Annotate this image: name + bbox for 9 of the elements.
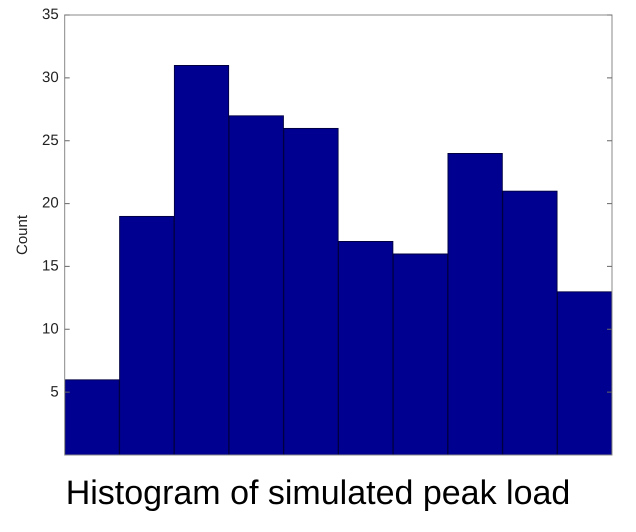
y-tick-label: 20 <box>42 194 59 212</box>
y-tick-label: 10 <box>42 320 59 338</box>
y-tick-label: 15 <box>42 258 59 275</box>
y-tick-label: 25 <box>42 132 59 149</box>
text: Histogram of simulated peak load <box>64 474 572 513</box>
y-tick-label: 35 <box>42 6 59 24</box>
y-axis-title: Count <box>14 214 32 256</box>
y-tick-label: 30 <box>42 69 59 86</box>
y-tick-label: 5 <box>50 383 59 400</box>
